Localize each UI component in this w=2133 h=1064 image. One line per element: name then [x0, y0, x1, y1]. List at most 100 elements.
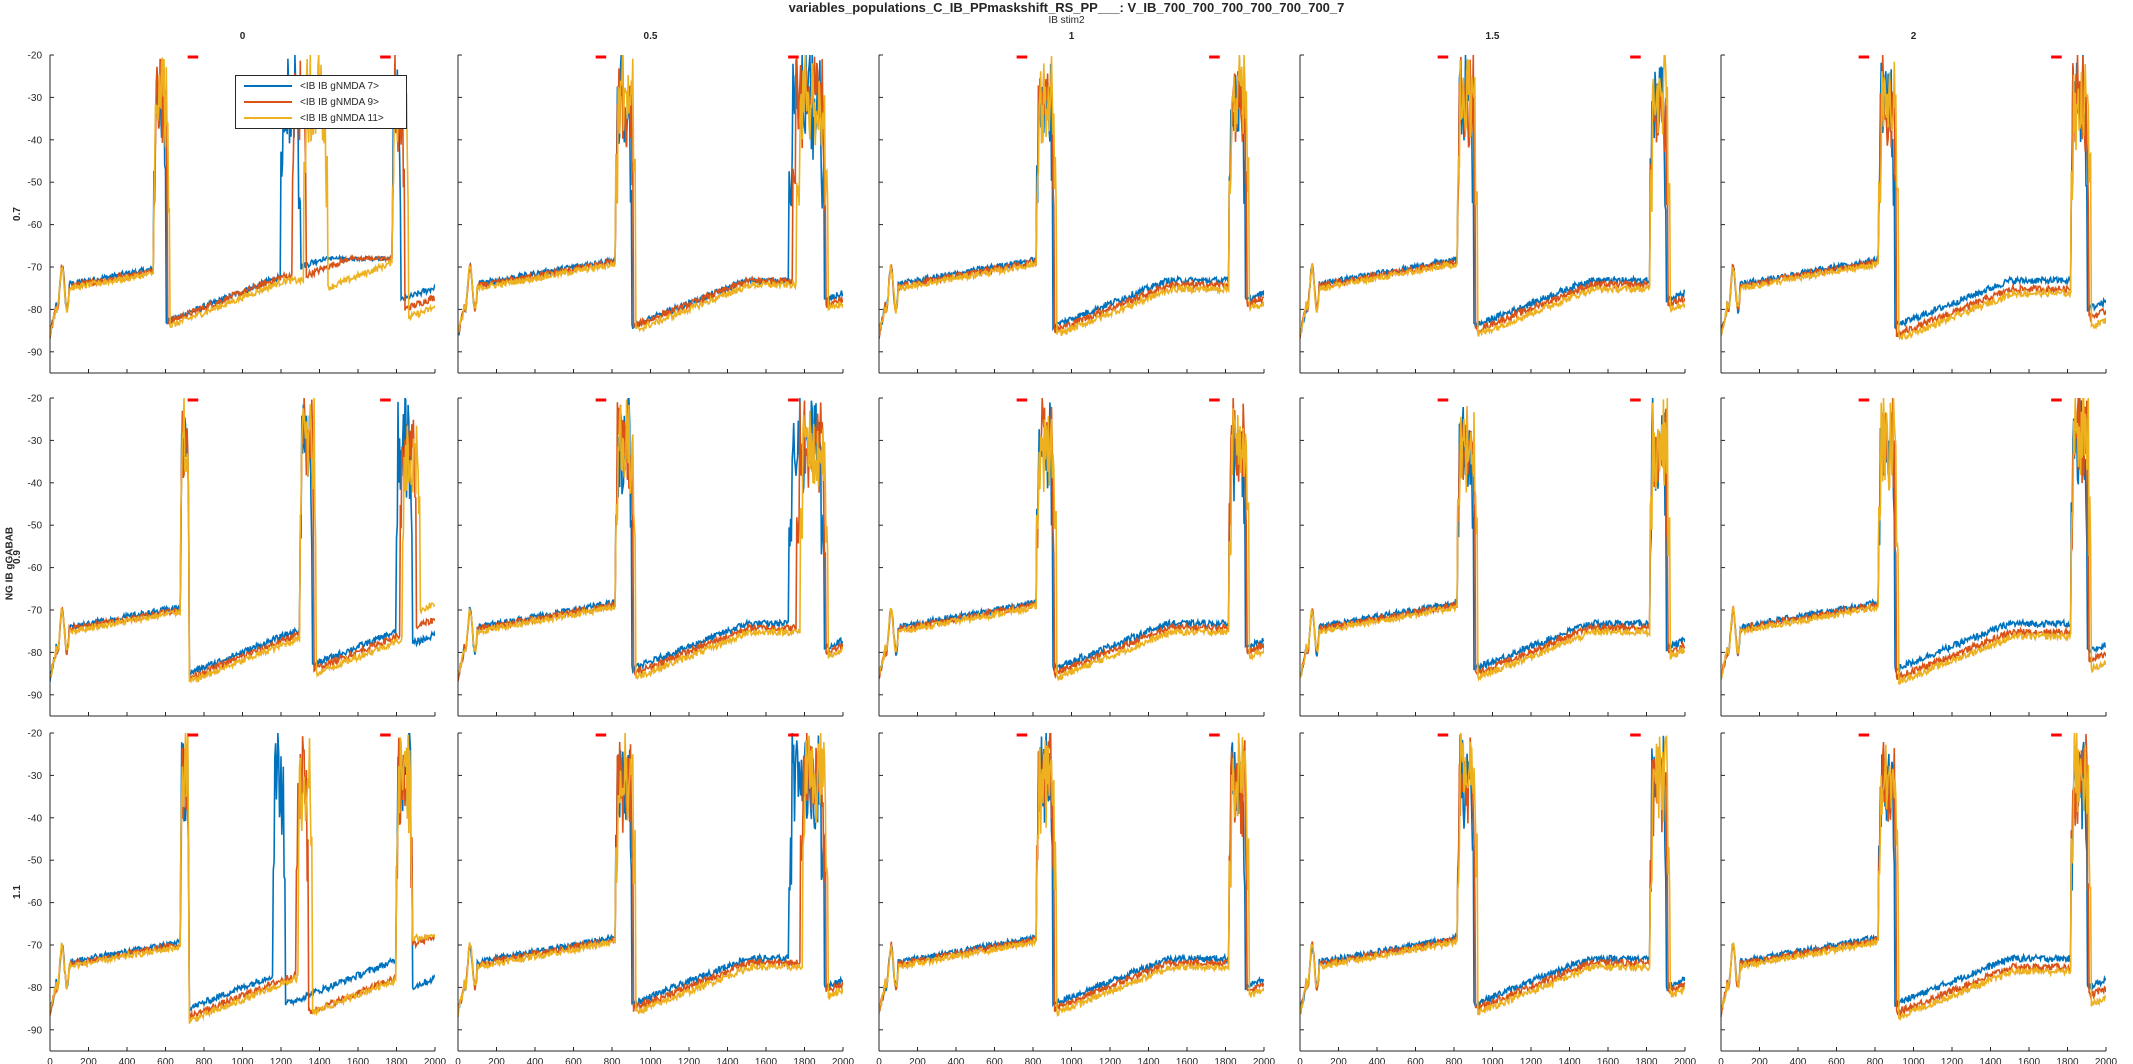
x-tick-label: 200 [488, 1057, 505, 1064]
legend: <IB IB gNMDA 7> <IB IB gNMDA 9> <IB IB g… [235, 75, 407, 129]
row-header: 1.1 [12, 885, 23, 899]
legend-swatch-1 [244, 85, 292, 88]
series-line-2 [458, 55, 843, 334]
x-tick-label: 0 [1718, 1057, 1724, 1064]
x-tick-label: 800 [196, 1057, 213, 1064]
x-tick-label: 1000 [1902, 1057, 1925, 1064]
legend-entry-1: <IB IB gNMDA 7> [244, 80, 379, 94]
series-line-3 [458, 399, 843, 681]
panel-r1-c3 [1299, 397, 1686, 717]
series-line-3 [50, 55, 435, 336]
column-variable-label: IB stim2 [1048, 15, 1085, 26]
x-tick-label: 200 [1330, 1057, 1347, 1064]
series-line-1 [1300, 55, 1685, 335]
legend-label-3: <IB IB gNMDA 11> [300, 113, 384, 124]
y-tick-label: -90 [28, 347, 43, 358]
x-tick-label: 1800 [2056, 1057, 2079, 1064]
x-tick-label: 1200 [1099, 1057, 1122, 1064]
series-line-1 [50, 733, 435, 1013]
legend-label-1: <IB IB gNMDA 7> [300, 81, 379, 92]
y-tick-label: -30 [28, 771, 43, 782]
legend-swatch-2 [244, 101, 292, 104]
x-tick-label: 800 [1867, 1057, 1884, 1064]
x-tick-label: 200 [909, 1057, 926, 1064]
x-tick-label: 1800 [1635, 1057, 1658, 1064]
panel-r0-c1: 0.5 [457, 31, 844, 374]
x-tick-label: 2000 [1674, 1057, 1697, 1064]
series-line-1 [879, 402, 1264, 679]
x-tick-label: 2000 [424, 1057, 447, 1064]
x-tick-label: 1000 [231, 1057, 254, 1064]
series-line-3 [1721, 398, 2106, 685]
x-tick-label: 1600 [1176, 1057, 1199, 1064]
panel-r2-c0: -90 -80 -70 -60 -50 -40 -30 -20 0 200 400 600 800 100… [12, 729, 447, 1064]
y-tick-label: -60 [28, 563, 43, 574]
x-tick-label: 2000 [2095, 1057, 2118, 1064]
series-line-2 [879, 69, 1264, 340]
x-tick-label: 1000 [1060, 1057, 1083, 1064]
column-header: 0 [240, 31, 246, 42]
y-tick-label: -50 [28, 856, 43, 867]
series-line-3 [1300, 733, 1685, 1016]
y-tick-label: -50 [28, 521, 43, 532]
x-tick-label: 1000 [639, 1057, 662, 1064]
series-line-1 [1721, 741, 2106, 1014]
x-tick-label: 1400 [716, 1057, 739, 1064]
x-tick-label: 1600 [347, 1057, 370, 1064]
y-tick-label: -60 [28, 898, 43, 909]
x-tick-label: 1400 [1979, 1057, 2002, 1064]
x-tick-label: 800 [1446, 1057, 1463, 1064]
panel-r1-c4 [1720, 397, 2107, 717]
y-tick-label: -60 [28, 220, 43, 231]
y-tick-label: -80 [28, 305, 43, 316]
series-line-3 [879, 408, 1264, 682]
x-tick-label: 1400 [1137, 1057, 1160, 1064]
column-header: 0.5 [644, 31, 658, 42]
y-tick-label: -30 [28, 436, 43, 447]
legend-entry-3: <IB IB gNMDA 11> [244, 112, 384, 126]
series-line-3 [1300, 398, 1685, 682]
panel-r1-c1 [457, 397, 844, 717]
series-line-3 [879, 55, 1264, 337]
x-tick-label: 200 [1751, 1057, 1768, 1064]
y-tick-label: -40 [28, 478, 43, 489]
row-variable-label: NG IB gGABAB [4, 526, 16, 601]
series-line-2 [879, 398, 1264, 680]
y-tick-label: -20 [28, 51, 43, 62]
x-tick-label: 400 [1369, 1057, 1386, 1064]
panel-r0-c0: -90 -80 -70 -60 -50 -40 -30 -20 0 0.7 [12, 31, 436, 374]
y-tick-label: -90 [28, 1025, 43, 1036]
series-line-3 [879, 733, 1264, 1017]
x-tick-label: 1600 [1597, 1057, 1620, 1064]
x-tick-label: 400 [1790, 1057, 1807, 1064]
y-tick-label: -70 [28, 606, 43, 617]
series-line-3 [1721, 733, 2106, 1021]
column-header: 1.5 [1486, 31, 1500, 42]
x-tick-label: 1400 [308, 1057, 331, 1064]
series-line-1 [50, 398, 435, 682]
column-header: 1 [1069, 31, 1075, 42]
y-tick-label: -80 [28, 983, 43, 994]
series-line-3 [1300, 55, 1685, 337]
series-line-2 [1300, 737, 1685, 1014]
x-tick-label: 800 [1025, 1057, 1042, 1064]
x-tick-label: 0 [47, 1057, 53, 1064]
panel-r2-c4: 0 200 400 600 800 1000 1200 1400 1600 1800 2000 [1718, 732, 2118, 1064]
x-tick-label: 2000 [832, 1057, 855, 1064]
y-tick-label: -80 [28, 648, 43, 659]
panel-r1-c2 [878, 397, 1265, 717]
x-tick-label: 1000 [1481, 1057, 1504, 1064]
panel-r1-c0: -90 -80 -70 -60 -50 -40 -30 -20 0.9 [12, 394, 436, 717]
legend-swatch-3 [244, 117, 292, 120]
x-tick-label: 0 [455, 1057, 461, 1064]
y-tick-label: -50 [28, 178, 43, 189]
series-line-2 [458, 400, 843, 682]
y-tick-label: -20 [28, 394, 43, 405]
series-line-2 [50, 736, 435, 1020]
series-line-2 [458, 733, 843, 1017]
x-tick-label: 1800 [1214, 1057, 1237, 1064]
row-header: 0.7 [12, 207, 23, 221]
legend-entry-2: <IB IB gNMDA 9> [244, 96, 379, 110]
